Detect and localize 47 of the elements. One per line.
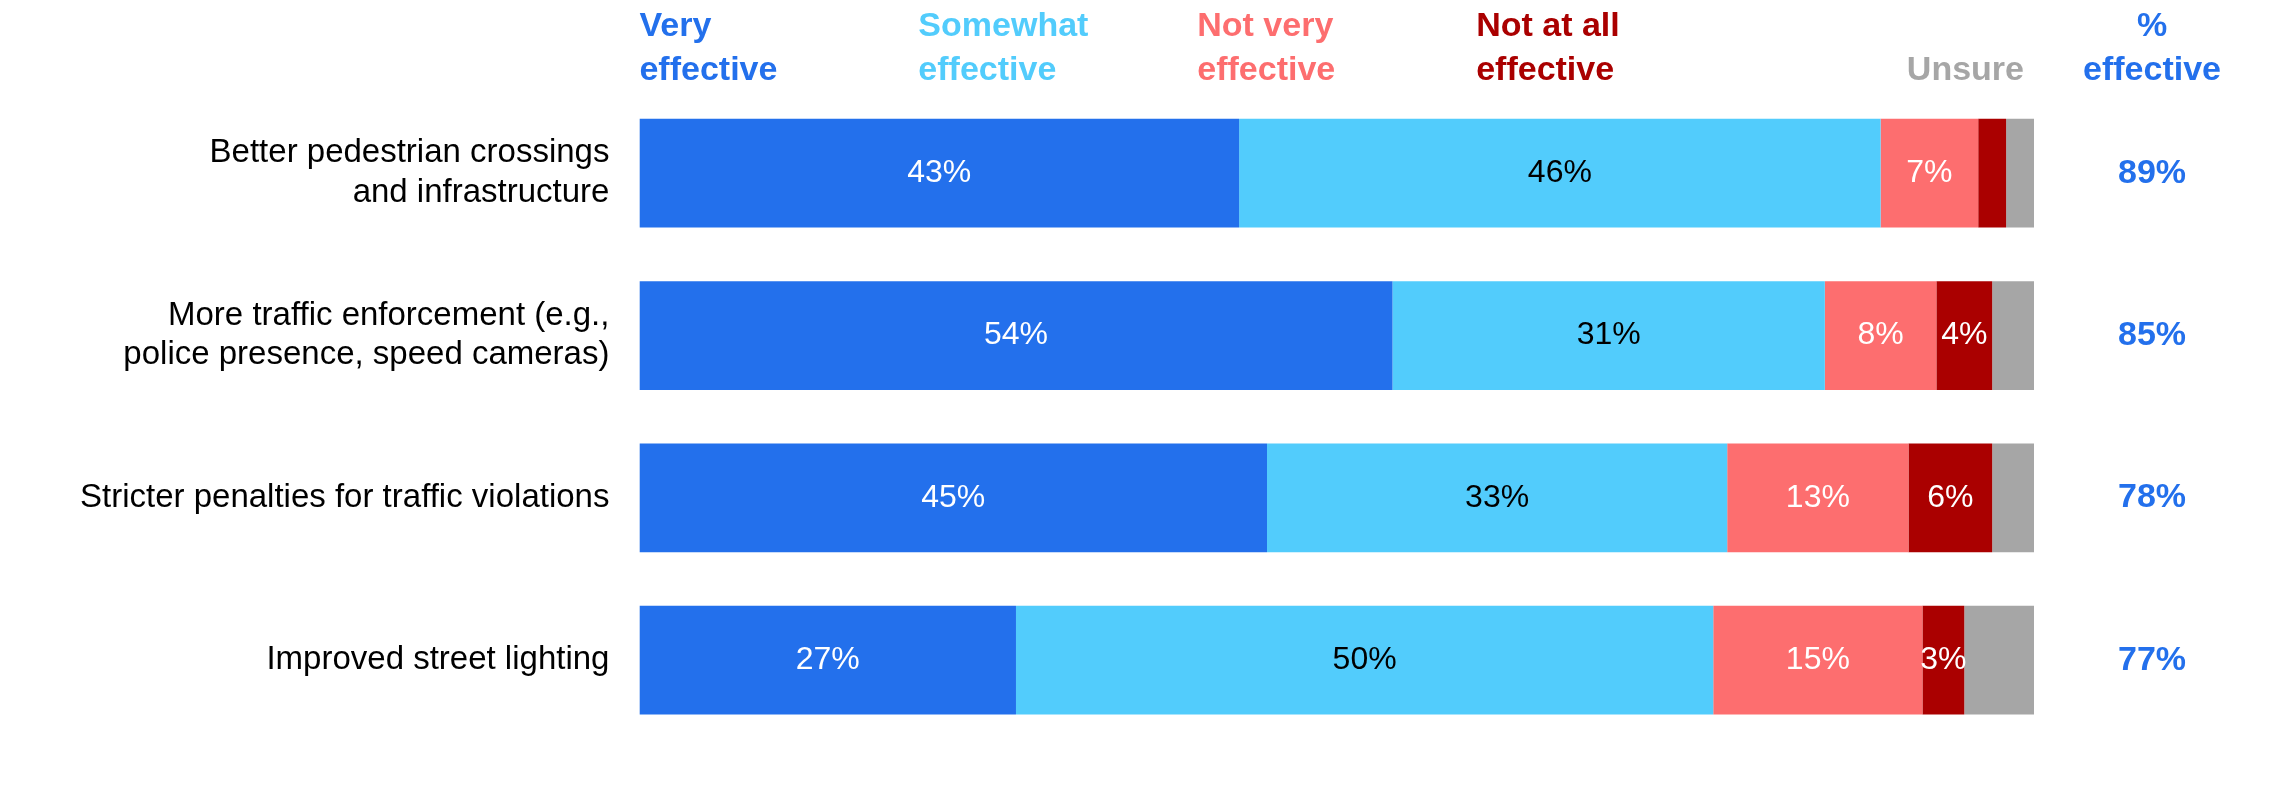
bar: [1015, 605, 1714, 715]
bar: [639, 281, 1393, 390]
bar: [1880, 118, 1979, 228]
data-label: 50%: [1332, 640, 1397, 677]
bar: [1964, 605, 2034, 715]
y-tick-label: Improved street lighting: [266, 639, 610, 677]
data-label: 46%: [1527, 153, 1592, 189]
text: % effective: [2083, 5, 2221, 87]
data-label: 13%: [1785, 477, 1850, 514]
data-label: 43%: [907, 153, 972, 189]
data-label: 7%: [1906, 153, 1953, 189]
data-label: 6%: [1927, 477, 1974, 514]
data-label: 54%: [983, 315, 1048, 352]
data-label: 45%: [921, 477, 986, 514]
text: 85%: [2117, 313, 2187, 352]
bar: [1824, 281, 1937, 390]
y-tick-label: More traffic enforcement (e.g., police presence, speed cameras): [123, 294, 610, 372]
bar: [1908, 443, 1993, 553]
bar: [1992, 443, 2034, 553]
bar: [1978, 118, 2007, 228]
bar: [1936, 281, 1993, 390]
bar: [639, 605, 1016, 715]
data-label: 4%: [1941, 315, 1988, 352]
y-tick-label: Stricter penalties for traffic violations: [80, 476, 610, 514]
bar: [639, 118, 1240, 228]
bar: [1267, 443, 1728, 553]
data-label: 31%: [1576, 315, 1641, 352]
text: Not at all effective: [1476, 5, 1620, 87]
bar: [1727, 443, 1909, 553]
data-label: 33%: [1465, 477, 1530, 514]
y-tick-label: Better pedestrian crossings and infrastructure: [209, 132, 610, 210]
text: 89%: [2117, 151, 2187, 190]
series-label: Unsure: [1906, 49, 2024, 87]
text: Somewhat effective: [918, 5, 1089, 87]
text: Not very effective: [1197, 5, 1336, 87]
bar: [1239, 118, 1881, 228]
bar: [1713, 605, 1923, 715]
bar: [2006, 118, 2034, 228]
data-label: 27%: [795, 640, 860, 677]
bar: [1392, 281, 1825, 390]
text: 78%: [2117, 476, 2187, 515]
series-label: Very effective: [639, 5, 778, 87]
data-label: 8%: [1857, 315, 1904, 352]
bar: [1992, 281, 2034, 390]
bar: [639, 443, 1267, 553]
text: 77%: [2117, 638, 2187, 677]
data-label: 15%: [1785, 640, 1850, 677]
